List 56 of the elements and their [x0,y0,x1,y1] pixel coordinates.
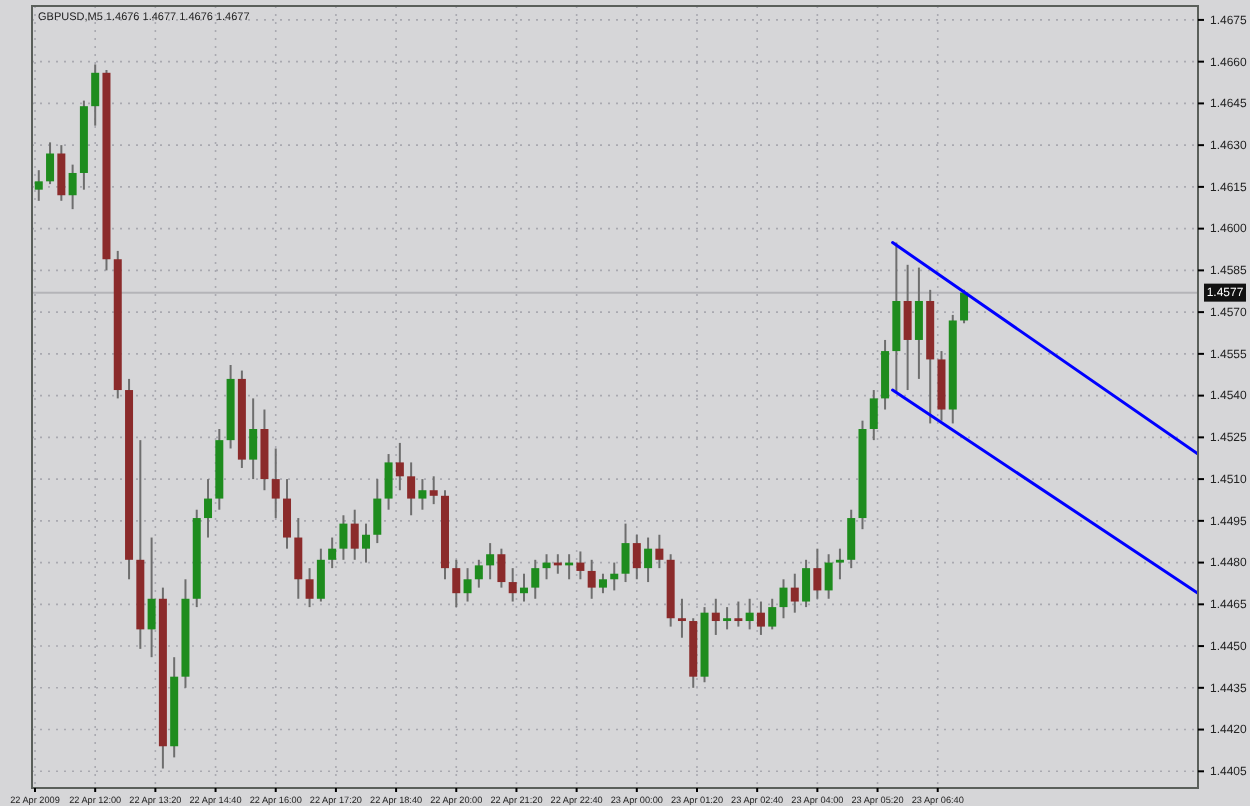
candlestick [881,338,890,411]
candlestick [57,144,66,202]
candlestick [486,542,495,581]
candlestick [824,553,833,600]
candlestick [147,536,156,659]
candlestick [531,558,540,600]
candlestick [745,597,754,631]
candlestick [395,441,404,492]
candlestick [677,597,686,639]
candlestick [869,389,878,442]
candlestick [68,163,77,211]
candlestick [914,266,923,380]
candlestick [316,547,325,603]
candlestick [249,397,258,481]
candlestick [429,475,438,506]
candlestick [271,447,280,520]
candlestick [418,478,427,511]
candlestick [350,508,359,561]
candlestick [779,578,788,620]
candlestick [508,567,517,603]
candlestick [847,508,856,570]
candlestick [294,517,303,600]
candlestick [452,558,461,609]
candlestick [474,558,483,589]
candlestick [655,533,664,570]
candlestick [576,550,585,581]
candlestick [813,547,822,600]
candlestick [644,536,653,584]
candlestick [362,522,370,564]
candlestick [621,522,630,584]
candlestick [835,547,844,581]
candlestick [373,478,382,545]
candlestick [723,606,732,631]
candlestick [497,547,506,589]
candlestick [283,478,292,550]
candlestick [587,558,596,600]
candlestick [960,288,969,325]
candlestick [768,597,777,631]
candlestick [204,478,213,539]
candlestick [34,169,43,202]
candlestick [734,600,743,628]
candlestick [305,567,314,609]
candlestick [46,141,55,186]
candlestick [802,558,811,609]
candlestick [790,572,799,614]
candlestick [339,514,348,561]
candlestick [328,536,337,570]
candlestick [91,63,100,127]
candlestick [711,597,720,636]
candlestick [903,263,912,392]
candlestick [598,572,607,595]
candlestick [463,567,472,603]
candlestick [407,461,416,517]
candlestick [756,600,765,636]
candlestick [384,453,393,511]
candlestick [632,533,641,581]
